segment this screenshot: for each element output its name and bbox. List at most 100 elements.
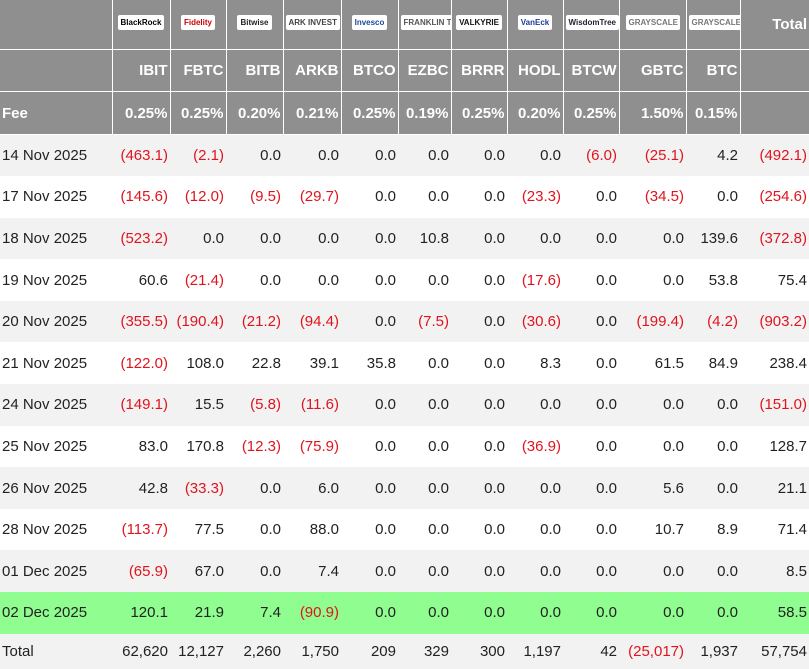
issuer-logo: GRAYSCALE [625, 15, 680, 30]
date: 01 Dec 2025 [2, 562, 88, 580]
flow-value: (254.6) [759, 188, 807, 206]
issuer-logo: ARK INVEST [285, 15, 340, 30]
flow-value: 0.0 [428, 271, 449, 289]
flow-value: (12.3) [241, 437, 281, 455]
fee: 0.15% [685, 91, 740, 135]
flow-value: 0.0 [260, 147, 281, 165]
flow-value: 88.0 [309, 521, 339, 539]
data-row: 01 Dec 2025 (65.9) 67.0 0.0 7.4 0.0 0.0 0.0 0.0 0… [0, 550, 809, 593]
flow-value: 0.0 [375, 229, 396, 247]
flow-value: (65.9) [128, 562, 168, 580]
table-body: 14 Nov 2025 (463.1) (2.1) 0.0 0.0 0.0 0.0 0.0 0.… [0, 134, 809, 669]
flow-value: 10.8 [419, 229, 449, 247]
flow-value: 0.0 [717, 188, 738, 206]
total-value: 62,620 [122, 642, 168, 660]
flow-value: 53.8 [708, 271, 738, 289]
flow-value: 0.0 [260, 521, 281, 539]
total-value: 1,197 [523, 642, 561, 660]
flow-value: 0.0 [484, 604, 505, 622]
table-header: BlackRock Fidelity Bitwise ARK INVEST Invesc… [0, 0, 809, 135]
flow-value: 0.0 [484, 354, 505, 372]
issuer-logo: GRAYSCALE [688, 15, 740, 30]
issuer-logo: Bitwise [237, 15, 272, 30]
flow-value: (463.1) [120, 147, 168, 165]
flow-value: (94.4) [299, 313, 339, 331]
flow-value: 0.0 [484, 188, 505, 206]
flow-value: 6.0 [318, 479, 339, 497]
flow-value: (7.5) [418, 313, 449, 331]
logo-cell: Fidelity [169, 0, 226, 50]
flow-value: (190.4) [176, 313, 224, 331]
flow-value: 0.0 [318, 229, 339, 247]
total-value: 1,750 [301, 642, 339, 660]
flow-value: 0.0 [260, 229, 281, 247]
issuer-logo: WisdomTree [565, 15, 619, 30]
flow-value: 0.0 [375, 562, 396, 580]
flow-value: 0.0 [428, 521, 449, 539]
data-row: 14 Nov 2025 (463.1) (2.1) 0.0 0.0 0.0 0.0 0.0 0.… [0, 134, 809, 177]
flow-value: (149.1) [120, 396, 168, 414]
flow-value: (9.5) [250, 188, 281, 206]
flow-value: (903.2) [759, 313, 807, 331]
ticker: EZBC [397, 49, 451, 92]
flow-value: 0.0 [596, 313, 617, 331]
total-header: Total [739, 0, 809, 50]
flow-value: 0.0 [484, 229, 505, 247]
flow-value: 0.0 [717, 396, 738, 414]
ticker: IBIT [111, 49, 170, 92]
flow-value: 58.5 [777, 604, 807, 622]
ticker: ARKB [282, 49, 341, 92]
flow-value: 0.0 [540, 521, 561, 539]
issuer-logo: Fidelity [180, 15, 215, 30]
flow-value: 0.0 [484, 479, 505, 497]
total-value: (25,017) [628, 642, 684, 660]
fee: 1.50% [618, 91, 686, 135]
total-row: Total 62,620 12,127 2,260 1,750 209 329 300 1,19… [0, 633, 809, 669]
flow-value: 0.0 [484, 562, 505, 580]
empty-cell [739, 49, 809, 92]
logo-cell: ARK INVEST [282, 0, 341, 50]
ticker: BITB [225, 49, 283, 92]
data-row: 19 Nov 2025 60.6 (21.4) 0.0 0.0 0.0 0.0 0.0 (17.… [0, 259, 809, 301]
flow-value: 0.0 [428, 604, 449, 622]
data-row: 26 Nov 2025 42.8 (33.3) 0.0 6.0 0.0 0.0 0.0 0.0 0… [0, 467, 809, 509]
fee: 0.19% [397, 91, 451, 135]
flow-value: 60.6 [138, 271, 168, 289]
flow-value: 0.0 [717, 479, 738, 497]
flow-value: (23.3) [521, 188, 561, 206]
date: 26 Nov 2025 [2, 479, 88, 497]
flow-value: (151.0) [759, 396, 807, 414]
flow-value: 0.0 [484, 147, 505, 165]
flow-value: 5.6 [663, 479, 684, 497]
flow-value: 8.3 [540, 354, 561, 372]
flow-value: (12.0) [184, 188, 224, 206]
fee: 0.25% [169, 91, 226, 135]
flow-value: 0.0 [663, 562, 684, 580]
total-value: 42 [600, 642, 617, 660]
total-value: 300 [479, 642, 505, 660]
logo-cell: Invesco [340, 0, 398, 50]
flow-value: 77.5 [194, 521, 224, 539]
flow-value: (36.9) [521, 437, 561, 455]
flow-value: 0.0 [596, 437, 617, 455]
flow-value: 139.6 [700, 229, 738, 247]
flow-value: 0.0 [260, 271, 281, 289]
flow-value: 0.0 [318, 147, 339, 165]
flow-value: (21.4) [184, 271, 224, 289]
ticker-row: IBIT FBTC BITB ARKB BTCO EZBC BRRR HODL BTCW GBTC… [0, 49, 809, 92]
ticker: HODL [506, 49, 563, 92]
flow-value: 0.0 [375, 313, 396, 331]
flow-value: 0.0 [484, 396, 505, 414]
flow-value: 4.2 [717, 147, 738, 165]
fee: 0.25% [562, 91, 619, 135]
total-value: 57,754 [761, 642, 807, 660]
flow-value: (2.1) [193, 147, 224, 165]
data-row: 02 Dec 2025 120.1 21.9 7.4 (90.9) 0.0 0.0 0.0 0.… [0, 592, 809, 634]
flow-value: 0.0 [540, 396, 561, 414]
flow-value: 238.4 [769, 354, 807, 372]
flow-value: 0.0 [540, 479, 561, 497]
data-row: 25 Nov 2025 83.0 170.8 (12.3) (75.9) 0.0 0.0 0.… [0, 425, 809, 468]
flow-value: 0.0 [663, 396, 684, 414]
flow-value: 7.4 [318, 562, 339, 580]
